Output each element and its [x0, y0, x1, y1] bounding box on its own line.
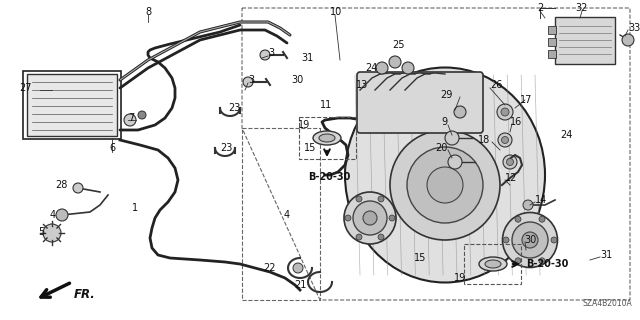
- Circle shape: [498, 133, 512, 147]
- Circle shape: [445, 131, 459, 145]
- Circle shape: [515, 258, 521, 264]
- Circle shape: [407, 147, 483, 223]
- Ellipse shape: [313, 131, 341, 145]
- Text: 28: 28: [56, 180, 68, 190]
- Text: 20: 20: [436, 143, 448, 153]
- Circle shape: [515, 216, 521, 222]
- Text: SZA4B2010A: SZA4B2010A: [582, 299, 632, 308]
- Circle shape: [539, 258, 545, 264]
- Text: 13: 13: [356, 80, 368, 90]
- Circle shape: [356, 234, 362, 240]
- Text: 23: 23: [228, 103, 241, 113]
- Circle shape: [539, 216, 545, 222]
- Circle shape: [378, 234, 384, 240]
- Ellipse shape: [512, 222, 548, 258]
- Ellipse shape: [479, 257, 507, 271]
- Circle shape: [454, 106, 466, 118]
- Circle shape: [243, 77, 253, 87]
- Text: 14: 14: [535, 195, 547, 205]
- Bar: [548, 38, 556, 46]
- Text: 5: 5: [38, 227, 44, 237]
- Circle shape: [622, 34, 634, 46]
- Text: 11: 11: [320, 100, 332, 110]
- Circle shape: [551, 237, 557, 243]
- Text: 1: 1: [132, 203, 138, 213]
- Ellipse shape: [485, 260, 501, 268]
- Text: 16: 16: [510, 117, 522, 127]
- Circle shape: [389, 56, 401, 68]
- Text: 27: 27: [19, 83, 32, 93]
- Circle shape: [260, 50, 270, 60]
- Circle shape: [427, 167, 463, 203]
- Circle shape: [376, 62, 388, 74]
- Circle shape: [356, 196, 362, 202]
- Text: 19: 19: [454, 273, 466, 283]
- Ellipse shape: [319, 134, 335, 142]
- Circle shape: [506, 158, 513, 165]
- Circle shape: [503, 237, 509, 243]
- Text: 31: 31: [600, 250, 612, 260]
- Text: 8: 8: [145, 7, 151, 17]
- Text: 9: 9: [442, 117, 448, 127]
- Text: 7: 7: [128, 113, 134, 123]
- Circle shape: [124, 114, 136, 126]
- Circle shape: [56, 209, 68, 221]
- Circle shape: [501, 108, 509, 116]
- Circle shape: [138, 111, 146, 119]
- Circle shape: [43, 224, 61, 242]
- Text: 18: 18: [477, 135, 490, 145]
- Bar: [548, 50, 556, 58]
- Text: 17: 17: [520, 95, 532, 105]
- Ellipse shape: [345, 68, 545, 283]
- Text: 26: 26: [490, 80, 502, 90]
- Circle shape: [73, 183, 83, 193]
- Bar: [548, 26, 556, 34]
- Circle shape: [448, 155, 462, 169]
- Text: B-20-30: B-20-30: [526, 259, 568, 269]
- Circle shape: [497, 104, 513, 120]
- Text: 29: 29: [440, 90, 452, 100]
- Circle shape: [503, 155, 517, 169]
- Circle shape: [402, 62, 414, 74]
- Circle shape: [390, 130, 500, 240]
- FancyBboxPatch shape: [555, 17, 615, 64]
- Ellipse shape: [522, 232, 538, 248]
- Text: 12: 12: [505, 173, 517, 183]
- Text: 32: 32: [576, 3, 588, 13]
- Text: 33: 33: [628, 23, 640, 33]
- Text: 10: 10: [330, 7, 342, 17]
- Circle shape: [389, 215, 395, 221]
- Text: 4: 4: [284, 210, 290, 220]
- Text: 31: 31: [301, 53, 314, 63]
- Text: 3: 3: [268, 48, 274, 58]
- Text: 25: 25: [392, 40, 404, 50]
- Text: 15: 15: [414, 253, 426, 263]
- FancyBboxPatch shape: [27, 74, 117, 136]
- Ellipse shape: [353, 201, 387, 235]
- Text: 24: 24: [560, 130, 572, 140]
- Ellipse shape: [502, 212, 557, 268]
- Circle shape: [502, 137, 509, 143]
- Text: 24: 24: [365, 63, 378, 73]
- FancyBboxPatch shape: [357, 72, 483, 133]
- Text: 19: 19: [298, 120, 310, 130]
- Text: 3: 3: [248, 75, 254, 85]
- Text: 15: 15: [303, 143, 316, 153]
- Circle shape: [293, 263, 303, 273]
- Text: 21: 21: [294, 280, 306, 290]
- Circle shape: [523, 200, 533, 210]
- Text: 6: 6: [109, 143, 115, 153]
- Ellipse shape: [363, 211, 377, 225]
- Text: B-20-30: B-20-30: [308, 172, 350, 182]
- Circle shape: [378, 196, 384, 202]
- Text: 22: 22: [264, 263, 276, 273]
- Circle shape: [345, 215, 351, 221]
- Text: FR.: FR.: [74, 288, 96, 301]
- Text: 4: 4: [50, 210, 56, 220]
- Text: 30: 30: [524, 235, 536, 245]
- Ellipse shape: [344, 192, 396, 244]
- Text: 23: 23: [220, 143, 232, 153]
- Text: 30: 30: [292, 75, 304, 85]
- Text: 2: 2: [537, 3, 543, 13]
